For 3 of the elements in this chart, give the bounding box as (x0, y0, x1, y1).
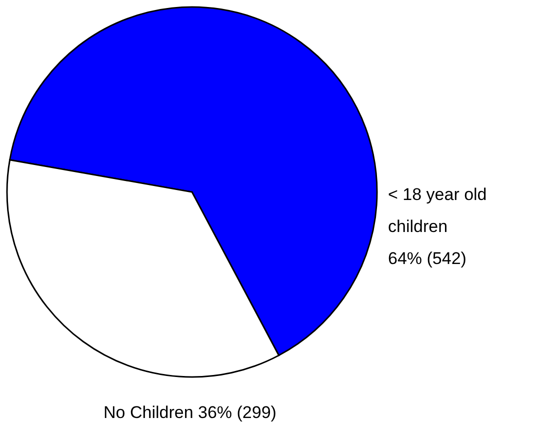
data-label: 64% (542) (388, 249, 466, 268)
slice-label: < 18 year old children (388, 185, 487, 236)
slice-label: No Children 36% (299) (104, 403, 276, 422)
